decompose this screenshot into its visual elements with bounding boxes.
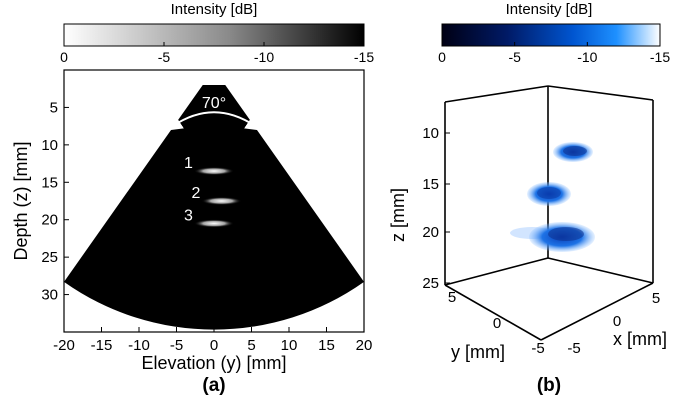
y-tick-b-label: 5 bbox=[448, 289, 456, 306]
target-label-2: 2 bbox=[192, 185, 201, 202]
y-tick-b-label: -5 bbox=[531, 340, 544, 357]
panel-a: Intensity [dB] 0 -5 -10 -15 123 70° -20 -15-… bbox=[11, 1, 374, 396]
box-edge bbox=[444, 284, 542, 341]
x-axis-a-label: Elevation (y) [mm] bbox=[141, 353, 286, 373]
colorbar-b-tick-label: 0 bbox=[438, 49, 446, 65]
x-tick-a-label: -10 bbox=[128, 337, 150, 354]
y-axis-a-ticks: 5 10 15 20 25 30 bbox=[41, 99, 69, 304]
x-axis-b-ticks: 5 0 -5 bbox=[567, 290, 660, 357]
y-axis-a-label: Depth (z) [mm] bbox=[11, 141, 31, 260]
box-edge bbox=[444, 257, 549, 286]
x-tick-a-label: 20 bbox=[356, 337, 373, 354]
colorbar-a-gradient bbox=[63, 23, 365, 47]
angle-arc bbox=[166, 111, 262, 131]
colorbar-a-ticks: 0 -5 -10 -15 bbox=[60, 42, 374, 65]
box-edge bbox=[547, 257, 654, 284]
z-tick-b-label: 20 bbox=[422, 224, 439, 241]
box-edge bbox=[540, 282, 654, 341]
x-tick-a-label: 10 bbox=[281, 337, 298, 354]
colorbar-b-tick-label: -15 bbox=[650, 49, 670, 65]
z-axis-b-ticks: 10 15 20 25 bbox=[422, 125, 450, 292]
target-label-1: 1 bbox=[184, 155, 193, 172]
y-tick-a-label: 20 bbox=[41, 212, 58, 229]
x-axis-a-ticks: -20 -15 -10 -5 0 5 10 15 20 bbox=[53, 327, 372, 354]
colorbar-b-ticks: 0 -5 -10 -15 bbox=[438, 42, 670, 65]
z-tick-b-label: 15 bbox=[422, 176, 439, 193]
colorbar-a-tick-label: 0 bbox=[60, 49, 68, 65]
box-edge bbox=[444, 85, 549, 103]
y-axis-b-ticks: 5 0 -5 bbox=[448, 289, 545, 357]
x-axis-b-label: x [mm] bbox=[613, 329, 667, 349]
z-axis-b-label: z [mm] bbox=[388, 188, 408, 242]
volume-blobs bbox=[510, 142, 595, 252]
point-target-3 bbox=[194, 219, 234, 228]
colorbar-a-tick-label: -5 bbox=[158, 49, 171, 65]
y-tick-a-label: 10 bbox=[41, 137, 58, 154]
blob-3-core bbox=[548, 227, 584, 241]
box-edge bbox=[547, 85, 654, 101]
point-target-1 bbox=[194, 167, 234, 176]
panel-b-label: (b) bbox=[537, 375, 561, 396]
point-target-2 bbox=[201, 197, 242, 205]
z-tick-b-label: 10 bbox=[422, 125, 439, 142]
x-tick-b-label: 5 bbox=[652, 290, 660, 307]
colorbar-a-title: Intensity [dB] bbox=[171, 1, 258, 18]
x-tick-b-label: -5 bbox=[567, 340, 580, 357]
colorbar-a-tick-label: -15 bbox=[354, 49, 374, 65]
x-tick-b-label: 0 bbox=[613, 313, 621, 330]
panel-a-label: (a) bbox=[202, 375, 225, 396]
x-tick-a-label: 5 bbox=[247, 337, 255, 354]
x-tick-a-label: -15 bbox=[91, 337, 113, 354]
z-tick-b-label: 25 bbox=[422, 275, 439, 292]
colorbar-b-tick-label: -10 bbox=[577, 49, 597, 65]
x-tick-a-label: 0 bbox=[210, 337, 218, 354]
y-tick-a-label: 15 bbox=[41, 174, 58, 191]
point-targets: 1 2 3 bbox=[184, 155, 242, 228]
target-label-3: 3 bbox=[184, 207, 193, 224]
colorbar-b-tick-label: -5 bbox=[508, 49, 521, 65]
x-tick-a-label: 15 bbox=[318, 337, 335, 354]
x-tick-a-label: -5 bbox=[170, 337, 183, 354]
box-3d bbox=[444, 85, 654, 341]
y-tick-b-label: 0 bbox=[493, 315, 501, 332]
y-axis-b-label: y [mm] bbox=[451, 342, 505, 362]
y-tick-a-label: 25 bbox=[41, 249, 58, 266]
y-tick-a-label: 30 bbox=[41, 287, 58, 304]
angle-label: 70° bbox=[202, 95, 226, 112]
colorbar-b-title: Intensity [dB] bbox=[506, 1, 593, 18]
blob-1-core bbox=[563, 146, 587, 156]
blob-2-core bbox=[537, 187, 561, 199]
x-tick-a-label: -20 bbox=[53, 337, 75, 354]
colorbar-a-tick-label: -10 bbox=[254, 49, 274, 65]
imaging-sector bbox=[64, 84, 364, 330]
panel-b: Intensity [dB] 0 -5 -10 -15 10 15 20 25 bbox=[388, 1, 670, 396]
sector-angle-annotation: 70° bbox=[166, 95, 262, 131]
colorbar-b-gradient bbox=[441, 23, 661, 47]
y-tick-a-label: 5 bbox=[50, 99, 58, 116]
